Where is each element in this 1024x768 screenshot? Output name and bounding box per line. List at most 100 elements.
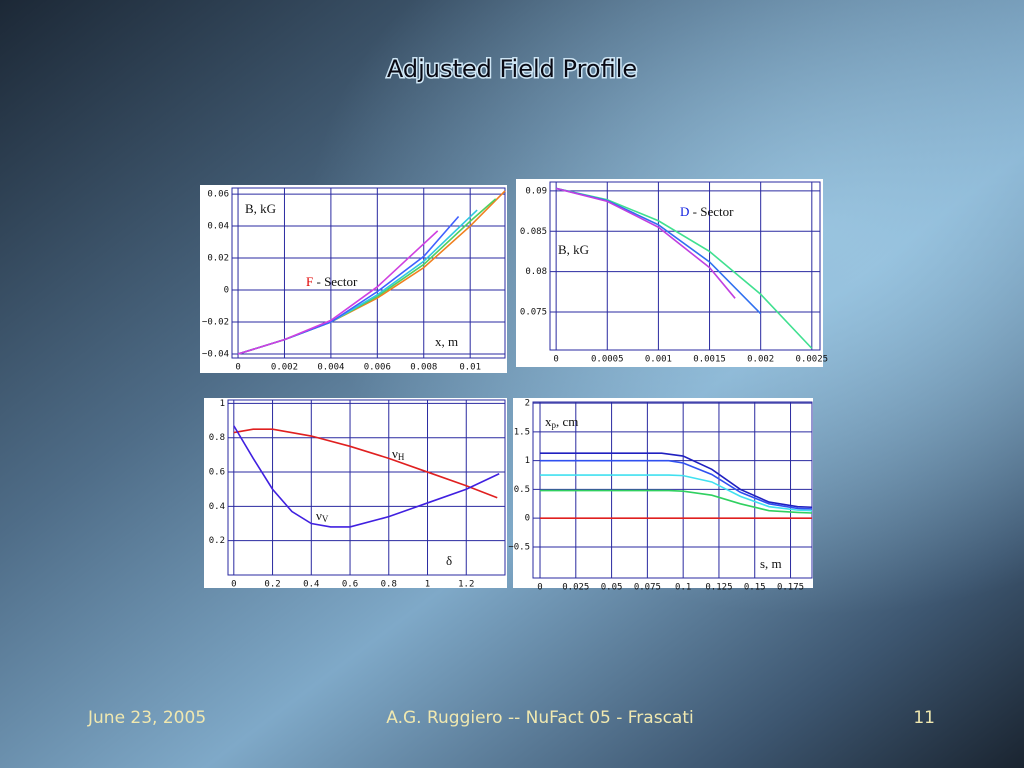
x-tick-label: 0.004	[317, 363, 344, 373]
y-tick-label: 1	[220, 399, 225, 409]
plot-background	[516, 179, 823, 367]
y-tick-label: 0.4	[209, 502, 225, 512]
y-tick-label: 0.6	[209, 468, 225, 478]
y-tick-label: 0.02	[207, 254, 229, 264]
footer-date: June 23, 2005	[87, 708, 206, 728]
annotation-part: B, kG	[245, 201, 276, 216]
annotation-part: D	[680, 204, 689, 219]
plot-background	[513, 398, 813, 588]
x-tick-label: 0.0015	[693, 355, 726, 365]
x-tick-label: 0.0005	[591, 355, 624, 365]
series-line	[540, 474, 813, 512]
y-tick-label: 0.09	[525, 186, 547, 196]
x-tick-label: 0.05	[601, 583, 623, 593]
y-tick-label: 2	[525, 399, 530, 409]
y-tick-label: 0.075	[520, 308, 547, 318]
footer-author: A.G. Ruggiero -- NuFact 05 - Frascati	[386, 708, 693, 728]
series-line	[555, 187, 736, 299]
annotation: F - Sector	[306, 274, 358, 289]
annotation-part: ν	[316, 508, 322, 523]
y-tick-label: 0.06	[207, 190, 229, 200]
annotation-part: V	[322, 514, 329, 524]
annotation-part: x, m	[435, 334, 458, 349]
annotation-part: ν	[392, 446, 398, 461]
series-line	[540, 459, 813, 510]
y-tick-label: −0.5	[508, 542, 530, 552]
x-tick-label: 0.025	[562, 583, 589, 593]
annotation: D - Sector	[680, 204, 734, 219]
x-tick-label: 0.002	[271, 363, 298, 373]
x-tick-label: 0.006	[364, 363, 391, 373]
series-line	[233, 425, 500, 528]
annotation: B, kG	[558, 242, 589, 257]
chart: 0 0.025 0.05 0.075 0.1 0.125 0.15 0.175 −0.5 0 0.5…	[508, 398, 813, 593]
annotation-part: s, m	[760, 556, 782, 571]
annotation-part: B, kG	[558, 242, 589, 257]
x-tick-label: 0.0025	[796, 355, 829, 365]
x-tick-label: 0.6	[342, 580, 358, 590]
plot-frame	[549, 181, 821, 351]
annotation: δ	[446, 553, 452, 568]
annotation: νH	[392, 446, 405, 462]
series-line	[237, 230, 439, 355]
x-tick-label: 0	[231, 580, 236, 590]
annotation-part: p	[552, 420, 557, 430]
y-tick-label: 0.5	[514, 485, 530, 495]
footer-page: 11	[913, 708, 935, 728]
plot-background	[204, 398, 507, 588]
y-tick-label: 1.5	[514, 427, 530, 437]
y-tick-label: 0.04	[207, 222, 229, 232]
chart: 0 0.0005 0.001 0.0015 0.002 0.0025 0.075 0.08 0.…	[516, 179, 828, 367]
y-tick-label: 1	[525, 456, 530, 466]
x-tick-label: 0.002	[747, 355, 774, 365]
chart: 0 0.002 0.004 0.006 0.008 0.01 −0.04 −0.02 0 0.02…	[200, 185, 507, 373]
annotation-part: x	[545, 414, 552, 429]
annotation: s, m	[760, 556, 782, 571]
annotation: B, kG	[245, 201, 276, 216]
x-tick-label: 0.1	[675, 583, 691, 593]
annotation-part: - Sector	[689, 204, 734, 219]
x-tick-label: 0.8	[381, 580, 397, 590]
annotation-part: H	[398, 452, 405, 462]
plot-frame	[532, 401, 813, 579]
x-tick-label: 0	[553, 355, 558, 365]
annotation: νV	[316, 508, 329, 524]
x-tick-label: 1	[425, 580, 430, 590]
y-tick-label: 0	[525, 514, 530, 524]
annotation-part: F	[306, 274, 313, 289]
slide-title: Adjusted Field Profile	[387, 55, 637, 83]
y-tick-label: 0.08	[525, 267, 547, 277]
plot-frame	[227, 399, 506, 576]
x-tick-label: 0	[235, 363, 240, 373]
y-tick-label: 0.2	[209, 536, 225, 546]
x-tick-label: 0.075	[634, 583, 661, 593]
x-tick-label: 1.2	[458, 580, 474, 590]
y-tick-label: 0	[224, 286, 229, 296]
series-line	[540, 452, 813, 509]
annotation-part: , cm	[556, 414, 578, 429]
y-tick-label: −0.02	[202, 318, 229, 328]
y-tick-label: −0.04	[202, 350, 229, 360]
annotation-part: - Sector	[313, 274, 358, 289]
y-tick-label: 0.8	[209, 433, 225, 443]
x-tick-label: 0.175	[777, 583, 804, 593]
x-tick-label: 0.125	[705, 583, 732, 593]
x-tick-label: 0.2	[264, 580, 280, 590]
annotation: xp, cm	[545, 414, 578, 430]
x-tick-label: 0.008	[410, 363, 437, 373]
x-tick-label: 0.01	[459, 363, 481, 373]
x-tick-label: 0.4	[303, 580, 319, 590]
series-line	[540, 489, 813, 514]
plot-frame	[231, 187, 506, 359]
annotation-part: δ	[446, 553, 452, 568]
plot-background	[200, 185, 507, 373]
x-tick-label: 0.15	[744, 583, 766, 593]
x-tick-label: 0	[537, 583, 542, 593]
x-tick-label: 0.001	[645, 355, 672, 365]
annotation: x, m	[435, 334, 458, 349]
series-line	[233, 428, 498, 499]
y-tick-label: 0.085	[520, 227, 547, 237]
